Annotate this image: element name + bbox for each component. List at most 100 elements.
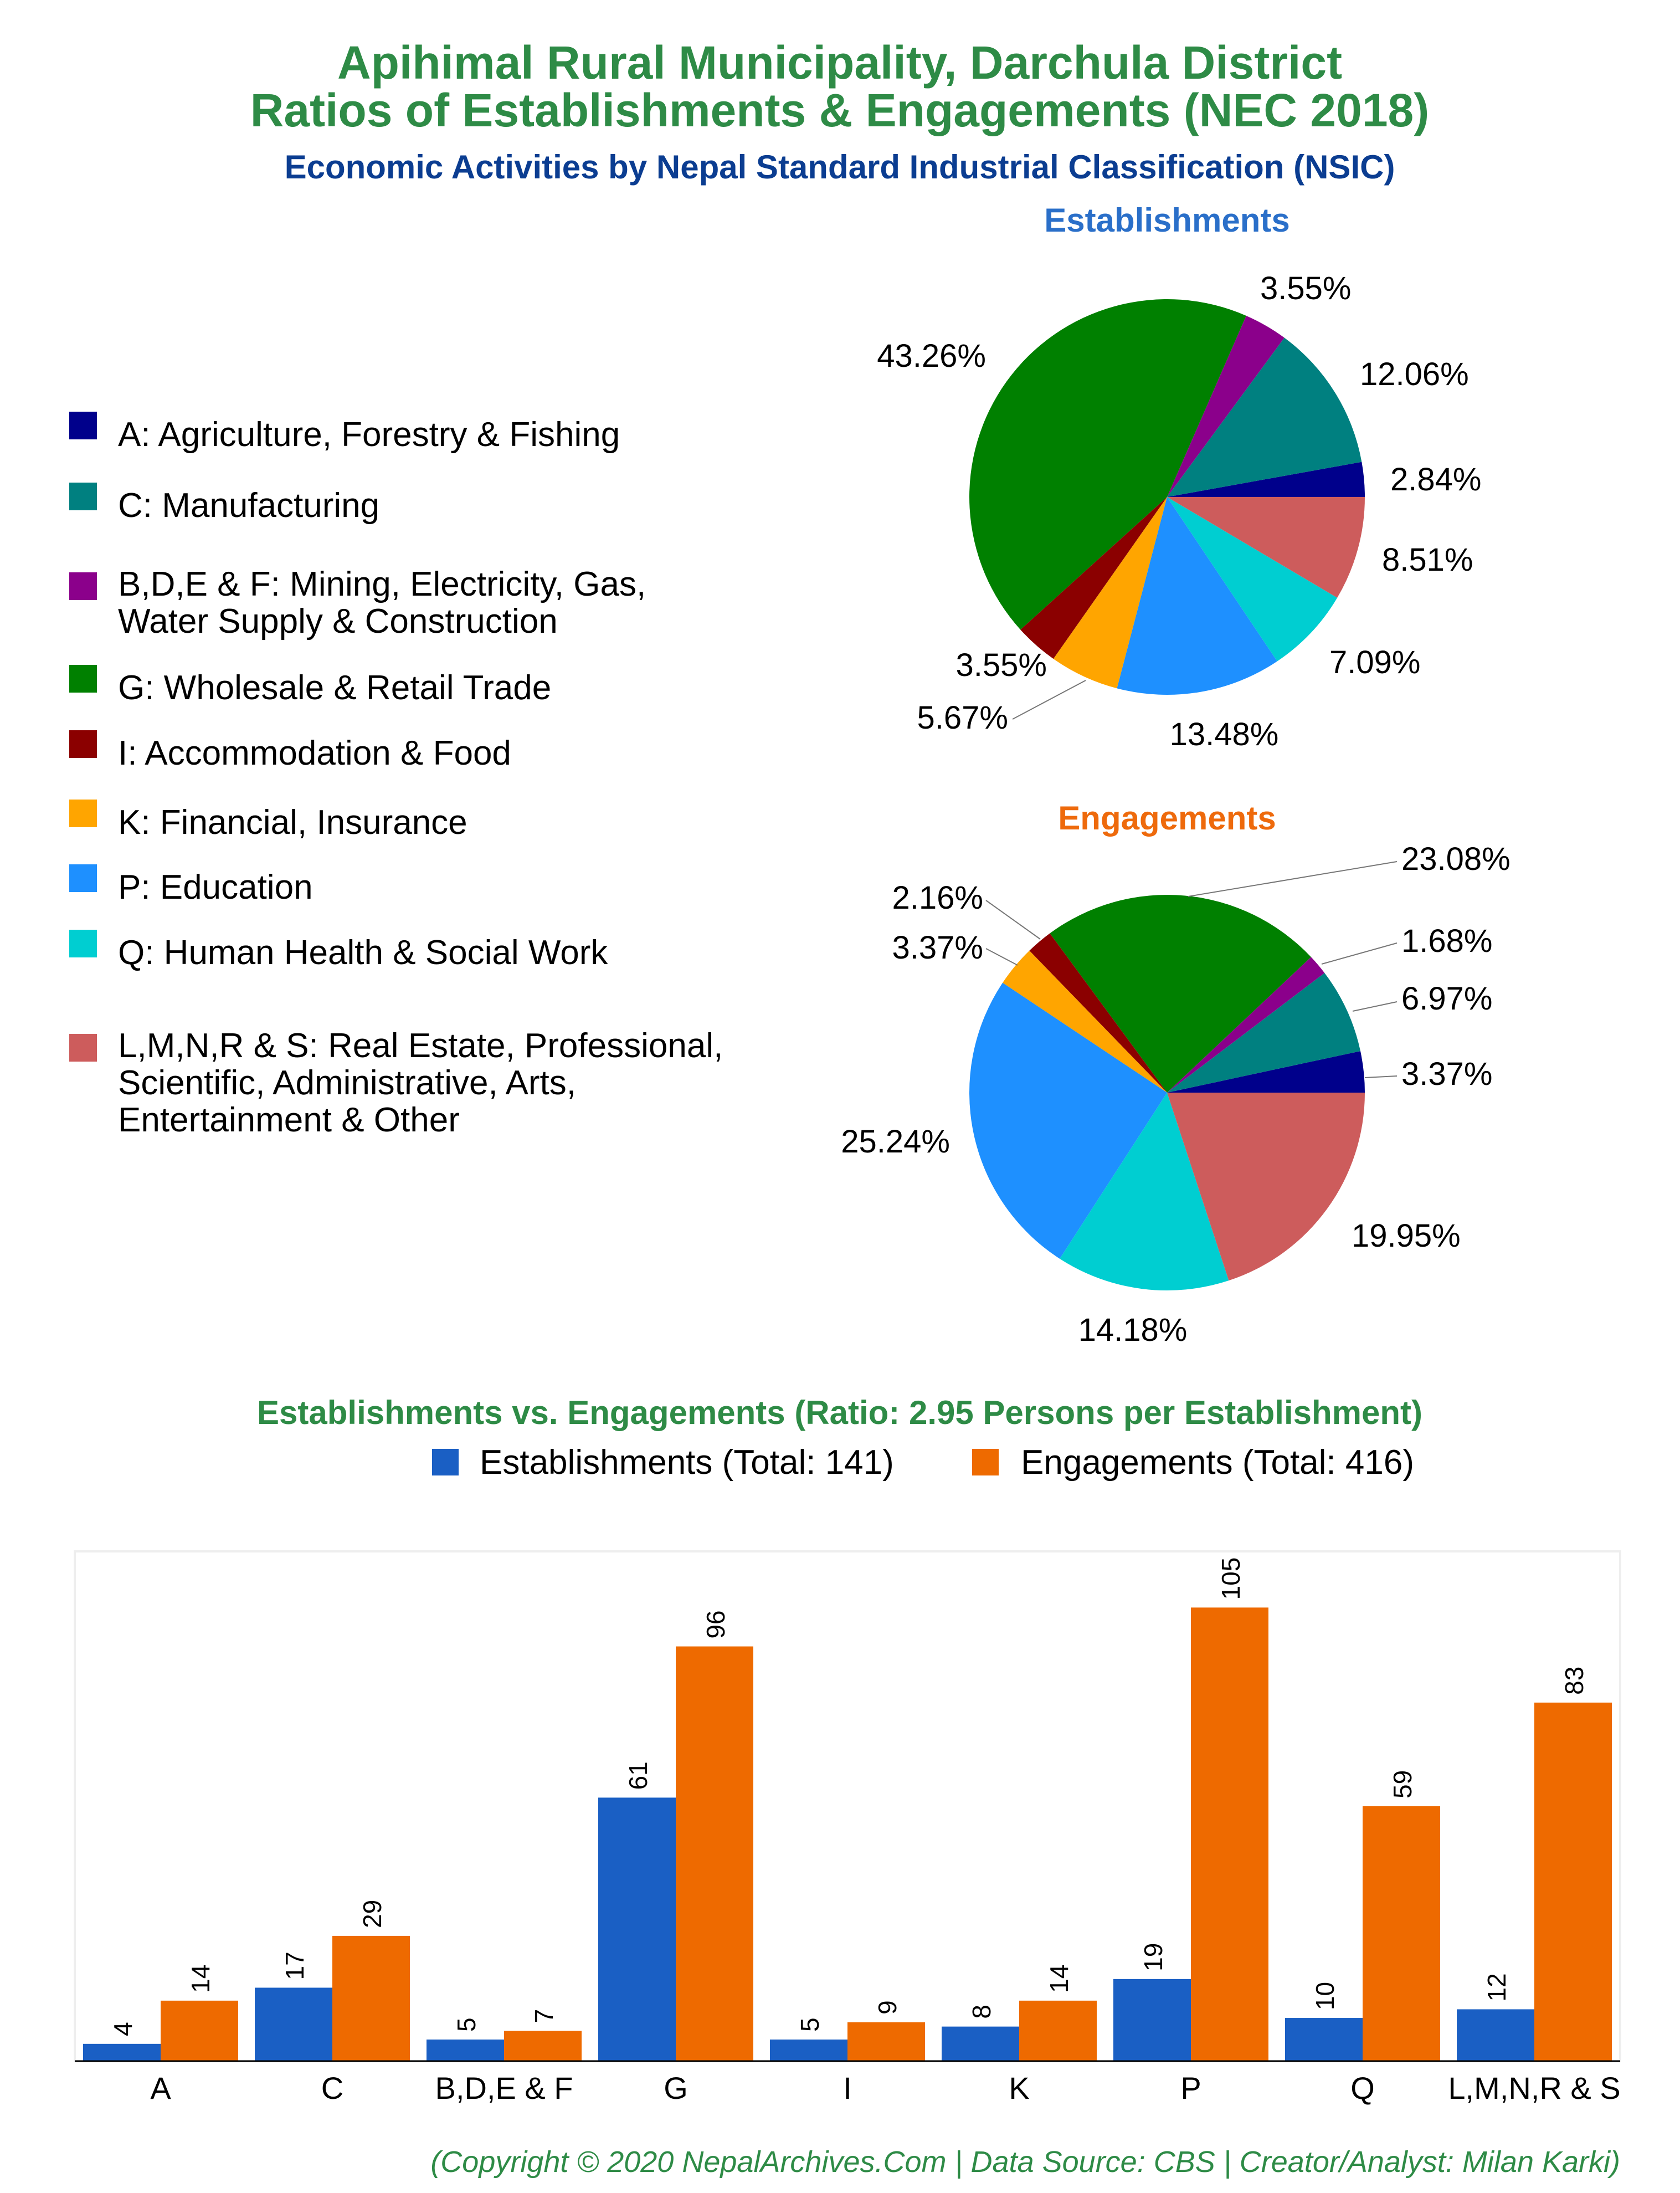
legend-swatch-p xyxy=(69,864,97,892)
pie-slice-c xyxy=(1167,973,1361,1093)
pie-leader-line-i xyxy=(985,900,1041,940)
pie-slice-bdef xyxy=(1167,957,1325,1093)
legend-label-c: C: Manufacturing xyxy=(118,486,379,525)
legend-label-lmnrs: L,M,N,R & S: Real Estate, Professional, xyxy=(118,1027,723,1065)
establishments-pie-chart: Establishments 2.84% 12.06% 3.55% 43.26% 3.5… xyxy=(877,202,1481,752)
pie-leader-line-bdef xyxy=(1321,942,1398,965)
x-tick-label: I xyxy=(843,2071,852,2105)
pie-slice-p xyxy=(1117,497,1277,695)
x-tick-label: K xyxy=(1009,2071,1029,2105)
bar-value-engagements-4: 9 xyxy=(873,2000,902,2015)
bar-value-engagements-3: 96 xyxy=(701,1610,730,1638)
legend-swatch-a xyxy=(69,412,97,439)
pie-label-q: 7.09% xyxy=(1329,644,1420,680)
legend-label-k: K: Financial, Insurance xyxy=(118,803,467,842)
title-line-1: Apihimal Rural Municipality, Darchula Di… xyxy=(337,37,1342,89)
pie-slice-lmnrs xyxy=(1167,497,1365,598)
bar-establishments-6 xyxy=(1113,1979,1191,2061)
pie-slice-p xyxy=(969,982,1167,1259)
bar-value-establishments-5: 8 xyxy=(967,2005,996,2019)
bar-engagements-4 xyxy=(847,2022,925,2061)
bar-engagements-7 xyxy=(1363,1806,1440,2061)
bar-value-engagements-2: 7 xyxy=(530,2009,558,2023)
pie-leader-line-g xyxy=(1188,861,1398,897)
bar-value-engagements-8: 83 xyxy=(1560,1667,1589,1695)
bar-value-engagements-0: 14 xyxy=(186,1965,215,1993)
x-tick-label: G xyxy=(664,2071,688,2105)
bar-value-establishments-3: 61 xyxy=(624,1761,653,1790)
bar-engagements-3 xyxy=(676,1646,753,2061)
x-tick-label: P xyxy=(1180,2071,1201,2105)
pie-label-k: 3.37% xyxy=(892,930,983,966)
bar-chart-legend: Establishments (Total: 141) Engagements … xyxy=(432,1443,1414,1482)
pie-label-g: 43.26% xyxy=(877,338,986,374)
pie-slice-a xyxy=(1167,462,1365,497)
legend-label-bdef: B,D,E & F: Mining, Electricity, Gas, xyxy=(118,565,646,603)
legend-label-lmnrs: Scientific, Administrative, Arts, xyxy=(118,1064,576,1102)
bar-value-establishments-2: 5 xyxy=(452,2017,481,2032)
footer-credit: (Copyright © 2020 NepalArchives.Com | Da… xyxy=(430,2145,1620,2179)
pie-label-k: 5.67% xyxy=(917,700,1008,736)
pie-slice-lmnrs xyxy=(1167,1093,1365,1281)
bar-value-establishments-7: 10 xyxy=(1311,1982,1339,2010)
legend-swatch-q xyxy=(69,930,97,957)
legend-swatch-lmnrs xyxy=(69,1034,97,1062)
legend-label-bdef: Water Supply & Construction xyxy=(118,602,558,641)
bar-engagements-5 xyxy=(1019,2000,1097,2061)
pie-label-lmnrs: 19.95% xyxy=(1352,1218,1461,1254)
legend-swatch-engagements xyxy=(972,1449,999,1475)
category-legend: A: Agriculture, Forestry & Fishing C: Man… xyxy=(69,412,723,1139)
bar-value-establishments-8: 12 xyxy=(1482,1973,1511,2001)
legend-swatch-g xyxy=(69,665,97,693)
pie-slice-bdef xyxy=(1167,315,1285,497)
pie-slice-i xyxy=(1029,933,1167,1093)
bar-establishments-5 xyxy=(942,2026,1019,2061)
x-tick-label: Q xyxy=(1350,2071,1375,2105)
bar-engagements-0 xyxy=(161,2000,238,2061)
engagements-pie-title: Engagements xyxy=(1058,800,1276,837)
pie-label-a: 2.84% xyxy=(1390,462,1481,498)
pie-label-c: 6.97% xyxy=(1401,981,1492,1017)
legend-label-q: Q: Human Health & Social Work xyxy=(118,934,608,972)
bar-engagements-6 xyxy=(1191,1607,1268,2061)
bar-establishments-2 xyxy=(427,2040,504,2061)
pie-slice-k xyxy=(1053,497,1167,689)
bar-establishments-3 xyxy=(598,1797,676,2061)
pie-label-a: 3.37% xyxy=(1401,1056,1492,1092)
pie-slice-g xyxy=(969,299,1246,630)
bar-establishments-7 xyxy=(1285,2018,1363,2061)
pie-leader-line-a xyxy=(1364,1075,1398,1078)
bar-establishments-0 xyxy=(83,2043,161,2061)
pie-slice-q xyxy=(1060,1093,1229,1291)
pie-slice-a xyxy=(1167,1051,1365,1093)
legend-swatch-c xyxy=(69,483,97,510)
x-tick-label: C xyxy=(321,2071,343,2105)
legend-label-g: G: Wholesale & Retail Trade xyxy=(118,669,551,707)
bar-value-establishments-4: 5 xyxy=(795,2017,824,2032)
pie-label-i: 2.16% xyxy=(892,880,983,916)
legend-label-p: P: Education xyxy=(118,868,313,906)
bar-value-engagements-6: 105 xyxy=(1216,1557,1245,1600)
subtitle: Economic Activities by Nepal Standard In… xyxy=(285,148,1395,186)
legend-swatch-establishments xyxy=(432,1449,459,1475)
pie-label-i: 3.55% xyxy=(956,647,1047,683)
bar-value-engagements-5: 14 xyxy=(1045,1965,1073,1993)
pie-leader-line-k xyxy=(985,948,1018,966)
pie-label-bdef: 1.68% xyxy=(1401,923,1492,959)
legend-swatch-k xyxy=(69,800,97,827)
legend-label-engagements: Engagements (Total: 416) xyxy=(1021,1443,1414,1482)
bar-engagements-8 xyxy=(1534,1702,1612,2061)
x-tick-label: L,M,N,R & S xyxy=(1448,2071,1620,2105)
bar-establishments-4 xyxy=(770,2040,847,2061)
bar-value-establishments-6: 19 xyxy=(1139,1943,1168,1971)
pie-slice-q xyxy=(1167,497,1338,662)
pie-label-lmnrs: 8.51% xyxy=(1382,542,1473,578)
legend-label-a: A: Agriculture, Forestry & Fishing xyxy=(118,416,620,454)
pie-slice-k xyxy=(1003,950,1167,1093)
pie-label-p: 25.24% xyxy=(841,1124,950,1160)
engagements-pie-chart: Engagements 3.37% 6.97% 1.68% 23.08% 2.16% 3.… xyxy=(841,800,1510,1348)
legend-label-establishments: Establishments (Total: 141) xyxy=(480,1443,894,1482)
bar-value-establishments-1: 17 xyxy=(280,1951,309,1980)
